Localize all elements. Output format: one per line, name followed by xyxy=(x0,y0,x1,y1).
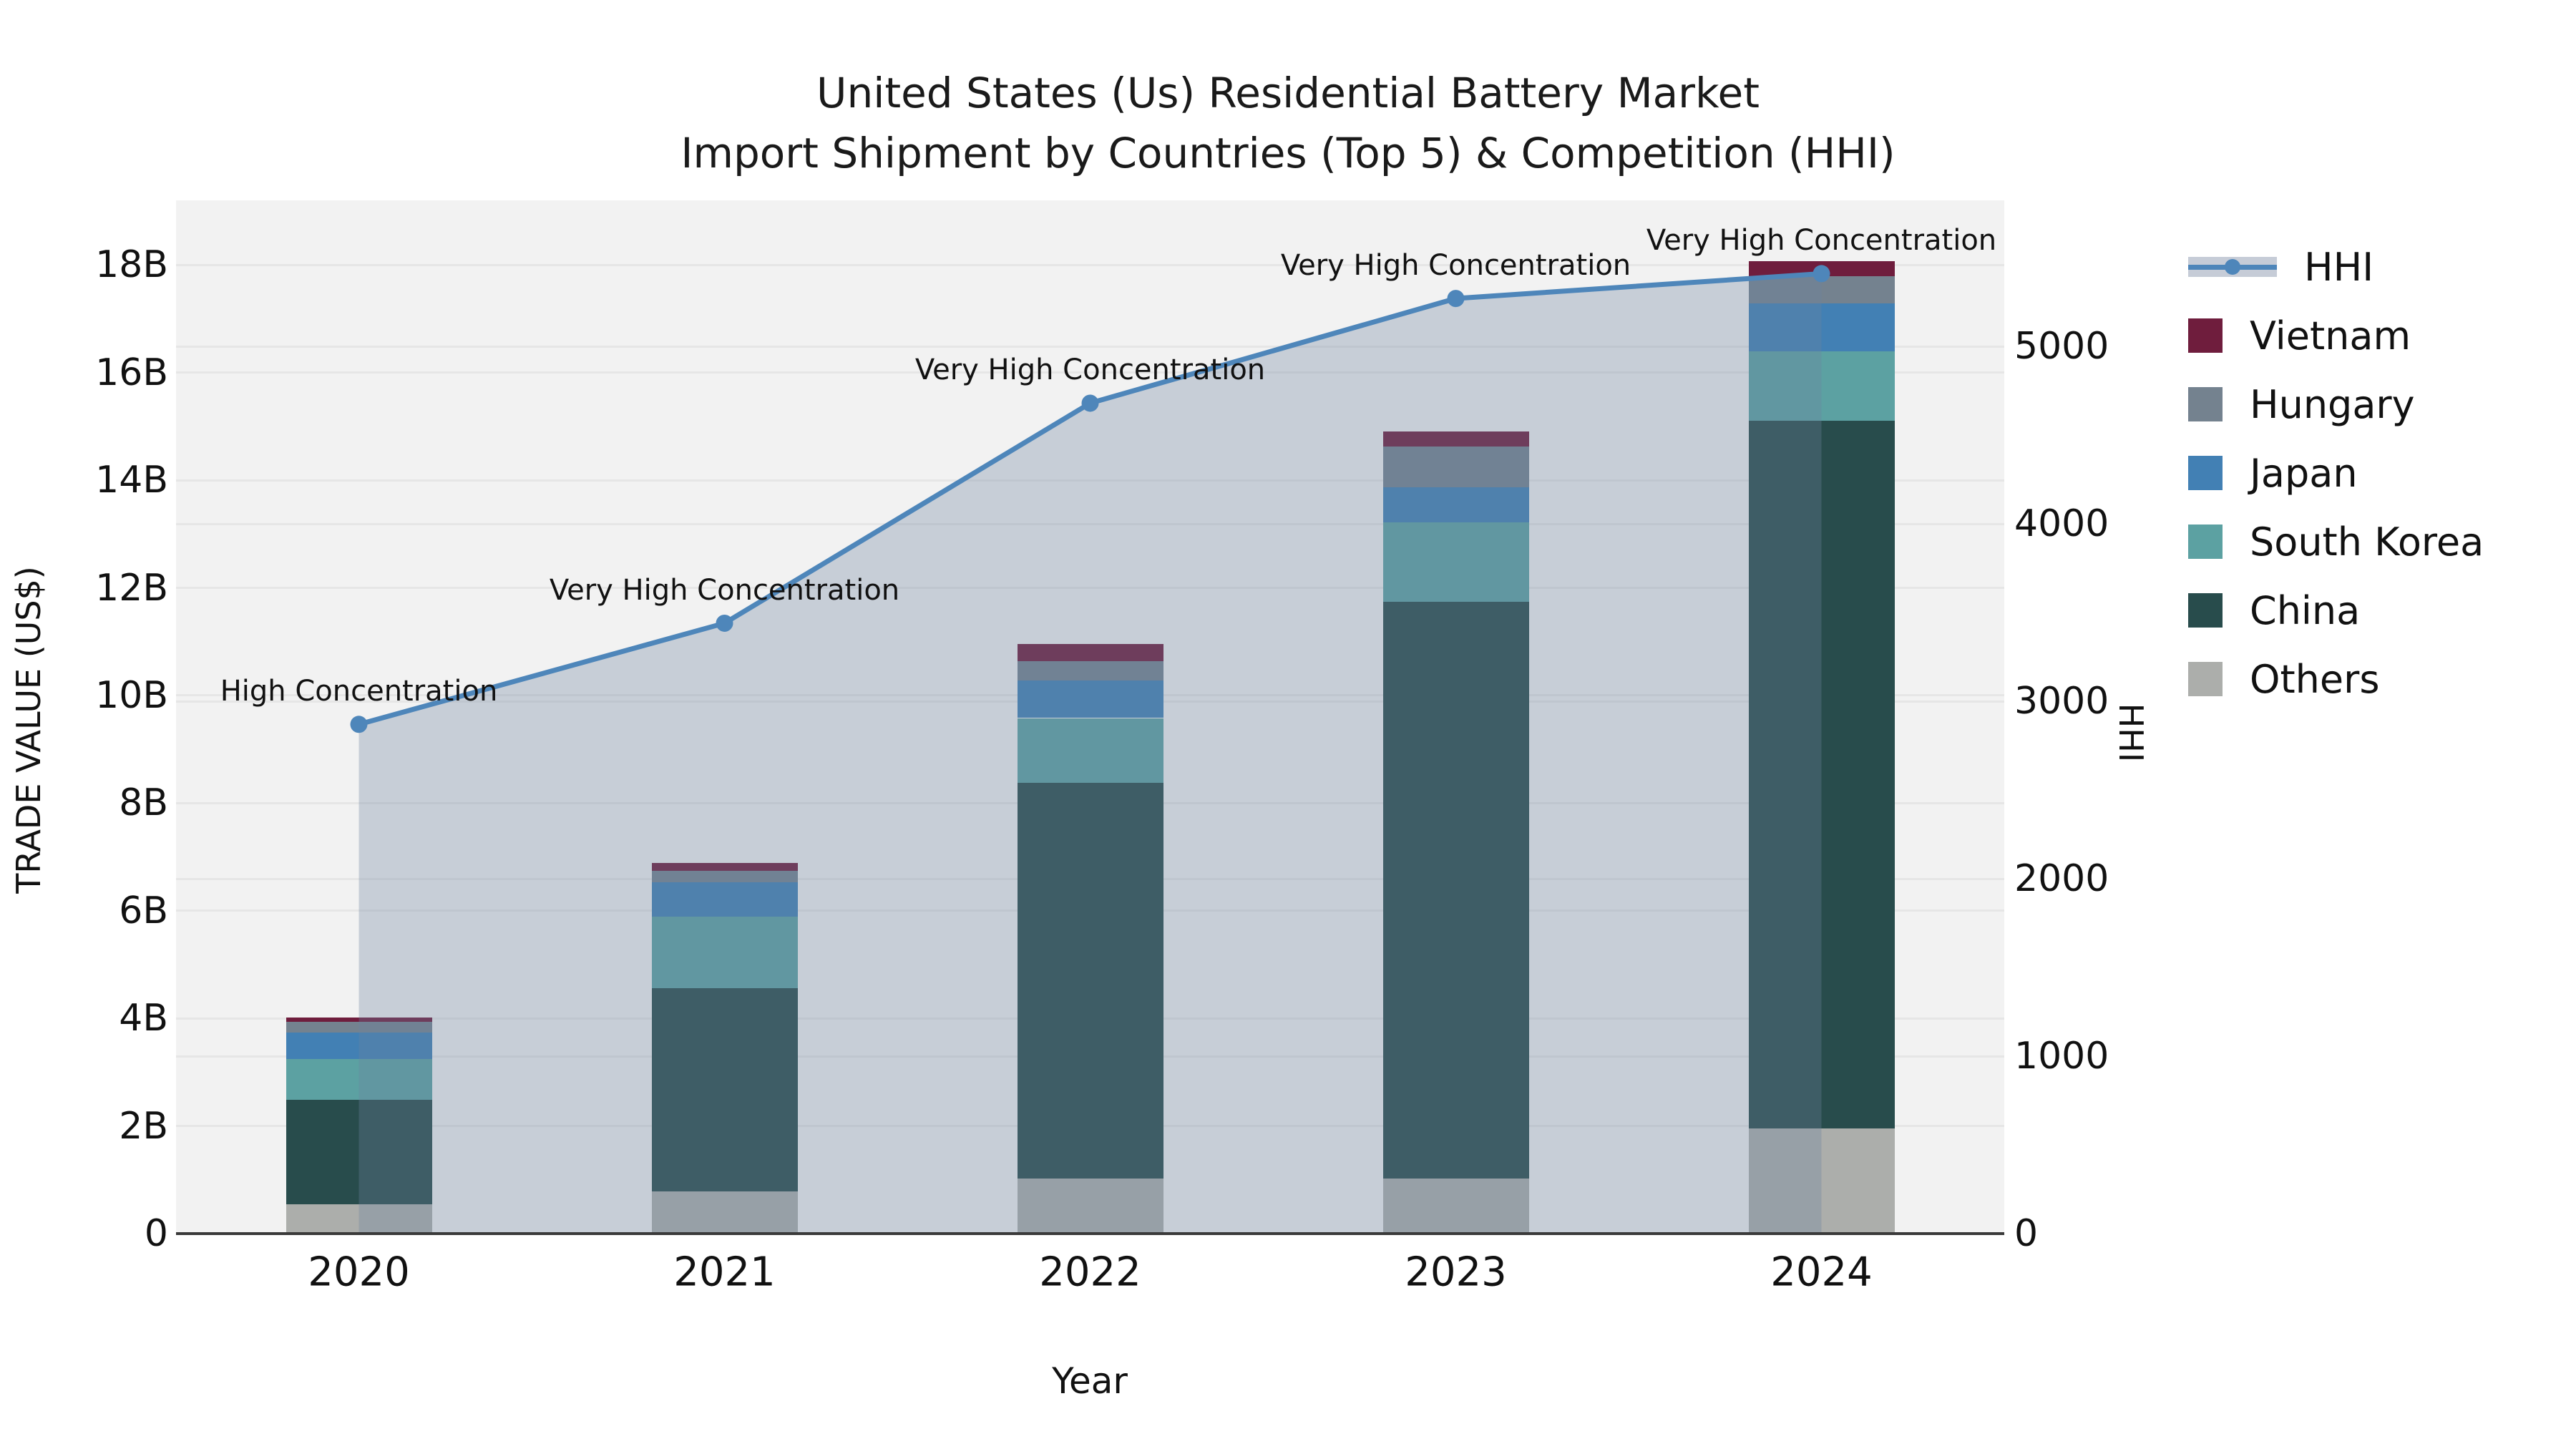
legend-label: China xyxy=(2250,587,2361,633)
legend-item-vietnam: Vietnam xyxy=(2188,301,2484,370)
chart-title: United States (Us) Residential Battery M… xyxy=(0,63,2576,183)
left-tick-label: 12B xyxy=(95,566,168,610)
bar-segment-china xyxy=(1748,421,1895,1129)
left-tick-label: 10B xyxy=(95,673,168,717)
bar-segment-hungary xyxy=(651,871,798,882)
legend-label: Japan xyxy=(2250,450,2358,496)
x-tick-label-2023: 2023 xyxy=(1405,1249,1507,1296)
bar-segment-china xyxy=(286,1100,432,1204)
bar-segment-china xyxy=(1017,782,1163,1179)
plot-area: High Concentration Very High Concentratio… xyxy=(176,200,2004,1234)
legend-item-china: China xyxy=(2188,576,2484,645)
bar-segment-hungary xyxy=(1748,276,1895,303)
bar-segment-japan xyxy=(651,882,798,917)
gridline-left-axis xyxy=(176,587,2004,589)
legend-item-hungary: Hungary xyxy=(2188,370,2484,439)
legend-label: HHI xyxy=(2304,244,2374,290)
gridline-right-axis xyxy=(176,522,2004,525)
bar-segment-japan xyxy=(1748,303,1895,351)
annotation-2023: Very High Concentration xyxy=(1280,249,1631,283)
annotation-2021: Very High Concentration xyxy=(549,573,900,607)
bar-segment-china xyxy=(1382,602,1529,1179)
x-tick-label-2024: 2024 xyxy=(1770,1249,1873,1296)
legend-label: Hungary xyxy=(2250,381,2415,427)
left-tick-label: 4B xyxy=(119,997,168,1040)
bar-segment-vietnam xyxy=(1017,643,1163,661)
right-axis-title: HHI xyxy=(2112,703,2150,763)
gridline-left-axis xyxy=(176,479,2004,482)
bar-segment-south-korea xyxy=(651,917,798,989)
bar-segment-hungary xyxy=(1382,446,1529,487)
bar-segment-vietnam xyxy=(1382,431,1529,447)
x-axis-line xyxy=(176,1232,2004,1235)
legend-item-hhi: HHI xyxy=(2188,233,2484,301)
legend-item-others: Others xyxy=(2188,645,2484,713)
bar-segment-others xyxy=(651,1191,798,1234)
x-tick-label-2021: 2021 xyxy=(673,1249,776,1296)
left-tick-label: 16B xyxy=(95,351,168,394)
bar-segment-others xyxy=(286,1204,432,1234)
gridline-left-axis xyxy=(176,263,2004,266)
bar-segment-japan xyxy=(286,1033,432,1060)
left-tick-label: 2B xyxy=(119,1104,168,1148)
bar-segment-vietnam xyxy=(286,1018,432,1023)
bar-segment-china xyxy=(651,988,798,1191)
hhi-line-legend-sample-icon xyxy=(2188,251,2277,283)
annotation-2022: Very High Concentration xyxy=(914,353,1266,387)
annotation-2024: Very High Concentration xyxy=(1646,224,1997,258)
bar-segment-south-korea xyxy=(1748,351,1895,421)
legend-swatch-icon xyxy=(2188,318,2223,353)
legend-item-japan: Japan xyxy=(2188,439,2484,507)
left-tick-label: 0 xyxy=(144,1212,168,1255)
bar-segment-hungary xyxy=(286,1022,432,1033)
right-tick-label: 5000 xyxy=(2014,325,2109,369)
legend-label: South Korea xyxy=(2250,519,2484,565)
chart-title-line1: United States (Us) Residential Battery M… xyxy=(816,69,1760,117)
x-tick-label-2022: 2022 xyxy=(1039,1249,1141,1296)
bar-segment-south-korea xyxy=(1382,522,1529,602)
bar-segment-south-korea xyxy=(286,1059,432,1101)
right-tick-label: 0 xyxy=(2014,1212,2039,1255)
legend-swatch-icon xyxy=(2188,525,2223,559)
bar-segment-south-korea xyxy=(1017,718,1163,783)
legend-swatch-icon xyxy=(2188,662,2223,696)
bar-segment-japan xyxy=(1017,680,1163,718)
hhi-marker-sample xyxy=(2225,259,2240,275)
x-tick-label-2020: 2020 xyxy=(308,1249,410,1296)
legend-swatch-icon xyxy=(2188,593,2223,628)
bar-segment-others xyxy=(1748,1128,1895,1234)
bar-segment-japan xyxy=(1382,487,1529,522)
left-tick-label: 6B xyxy=(119,889,168,932)
legend-swatch-icon xyxy=(2188,387,2223,421)
legend: HHI Vietnam Hungary Japan South Korea China Ot… xyxy=(2188,233,2484,713)
bar-segment-vietnam xyxy=(651,862,798,872)
x-axis-title: Year xyxy=(1052,1360,1128,1402)
annotation-2020: High Concentration xyxy=(220,675,498,708)
left-tick-label: 8B xyxy=(119,781,168,825)
right-tick-label: 3000 xyxy=(2014,680,2109,723)
bar-segment-others xyxy=(1382,1178,1529,1234)
legend-label: Others xyxy=(2250,656,2380,702)
right-tick-label: 2000 xyxy=(2014,857,2109,901)
left-tick-label: 14B xyxy=(95,459,168,502)
right-tick-label: 4000 xyxy=(2014,502,2109,546)
right-tick-label: 1000 xyxy=(2014,1035,2109,1078)
bar-segment-others xyxy=(1017,1178,1163,1234)
left-axis-title: TRADE VALUE (US$) xyxy=(9,566,48,894)
legend-swatch-icon xyxy=(2188,456,2223,490)
bar-segment-vietnam xyxy=(1748,260,1895,277)
legend-item-south-korea: South Korea xyxy=(2188,507,2484,576)
bar-segment-hungary xyxy=(1017,660,1163,680)
chart-title-line2: Import Shipment by Countries (Top 5) & C… xyxy=(680,129,1896,178)
gridline-right-axis xyxy=(176,345,2004,348)
left-tick-label: 18B xyxy=(95,243,168,287)
legend-label: Vietnam xyxy=(2250,313,2411,358)
